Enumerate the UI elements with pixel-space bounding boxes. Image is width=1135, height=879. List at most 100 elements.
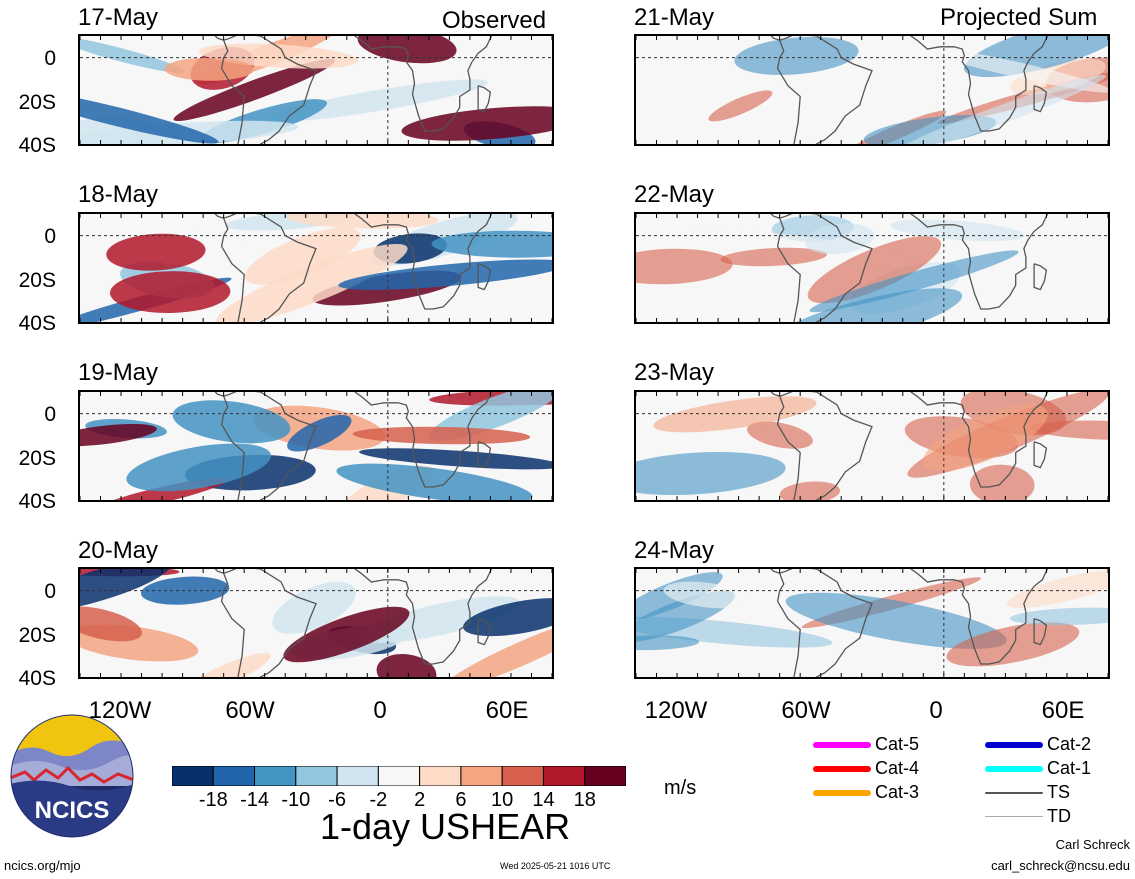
shear-anomaly-blob <box>358 596 520 643</box>
shear-anomaly-blob <box>888 74 1106 144</box>
shear-anomaly-blob <box>357 36 457 64</box>
shear-anomaly-blob <box>80 423 157 447</box>
shear-anomaly-blob <box>80 36 185 73</box>
shear-anomaly-blob <box>283 606 410 663</box>
coastline <box>477 441 492 469</box>
colorbar <box>171 765 627 787</box>
shear-anomaly-blob <box>287 414 352 452</box>
legend-swatch <box>985 792 1043 794</box>
lon-label-60w: 60W <box>781 697 831 724</box>
footer-timestamp: Wed 2025-05-21 1016 UTC <box>500 861 611 871</box>
lon-label-0: 0 <box>929 697 943 724</box>
shear-anomaly-blob <box>1010 607 1108 626</box>
coastline <box>770 214 780 219</box>
lon-label-60w: 60W <box>225 697 275 724</box>
panel-date-label: 22-May <box>634 181 715 208</box>
lon-label-120w: 120W <box>88 697 152 724</box>
coastline <box>214 392 224 397</box>
colorbar-tick-label: 14 <box>532 789 555 811</box>
footer-email: carl_schreck@ncsu.edu <box>991 858 1130 873</box>
shear-anomaly-blob <box>636 248 733 285</box>
colorbar-swatch <box>254 765 297 787</box>
coastline <box>1033 263 1048 291</box>
coastline <box>214 36 224 41</box>
colorbar-tick-label: 18 <box>573 789 596 811</box>
legend-label: Cat-5 <box>875 734 920 754</box>
colorbar-tick-label: -14 <box>240 789 269 811</box>
shear-anomaly-blob <box>80 606 142 642</box>
panel-date-label: 18-May <box>78 181 159 208</box>
shear-anomaly-blob <box>785 592 1007 649</box>
shear-anomaly-blob <box>807 236 942 304</box>
shear-anomaly-blob <box>463 598 552 637</box>
panel-date-label: 24-May <box>634 537 715 564</box>
units-label: m/s <box>664 777 697 799</box>
lon-label-120w: 120W <box>644 697 708 724</box>
shear-anomaly-blob <box>442 616 552 677</box>
colorbar-swatch <box>501 765 544 787</box>
map-panel <box>78 212 554 324</box>
colorbar-swatch <box>584 765 627 787</box>
shear-anomaly-blob <box>172 400 291 444</box>
shear-anomaly-blob <box>338 259 552 290</box>
map-panel <box>634 34 1110 146</box>
coastline <box>1033 85 1048 113</box>
lat-label-40s: 40S <box>18 667 56 690</box>
shear-anomaly-blob <box>173 58 336 122</box>
panel-date-label: 19-May <box>78 359 159 386</box>
shear-anomaly-blob <box>164 57 255 81</box>
footer-author: Carl Schreck <box>1055 837 1130 852</box>
coastline <box>477 618 492 646</box>
coastline <box>910 392 1049 488</box>
shear-anomaly-blob <box>80 569 172 612</box>
colorbar-swatch <box>377 765 421 787</box>
colorbar-swatch <box>460 765 503 787</box>
coastline <box>910 214 1049 310</box>
shear-anomaly-blob <box>1030 420 1108 440</box>
legend-swatch <box>985 766 1043 772</box>
chart-title: 1-day USHEAR <box>320 806 571 847</box>
panel-date-label: 20-May <box>78 537 159 564</box>
lat-label-40s: 40S <box>18 312 56 335</box>
coastline <box>1033 618 1048 646</box>
lat-label-40s: 40S <box>18 134 56 157</box>
shear-anomaly-blob <box>245 227 361 285</box>
lon-label-0: 0 <box>373 697 387 724</box>
shear-anomaly-blob <box>80 89 219 144</box>
shear-anomaly-blob <box>663 581 748 609</box>
shear-anomaly-blob <box>267 79 488 122</box>
projected-title: Projected Sum <box>940 4 1098 31</box>
shear-anomaly-blob <box>1006 569 1108 608</box>
shear-anomaly-blob <box>216 243 408 322</box>
shear-anomaly-blob <box>336 463 533 500</box>
legend-swatch <box>813 766 871 772</box>
observed-title: Observed <box>442 7 547 34</box>
shear-anomaly-blob <box>352 426 531 445</box>
legend-label: Cat-2 <box>1047 734 1092 754</box>
shear-anomaly-blob <box>708 90 773 122</box>
map-panel <box>634 567 1110 679</box>
map-panel <box>78 567 554 679</box>
coastline <box>477 263 492 291</box>
colorbar-swatch <box>295 765 338 787</box>
coastline <box>770 392 780 397</box>
legend-label: Cat-3 <box>875 782 920 802</box>
coastline <box>1033 441 1048 469</box>
colorbar-swatch <box>212 765 256 787</box>
map-panel <box>634 390 1110 502</box>
shear-anomaly-blob <box>923 47 1108 93</box>
panel-date-label: 23-May <box>634 359 715 386</box>
legend-label: TS <box>1047 782 1071 802</box>
lon-label-60e: 60E <box>485 697 529 724</box>
shear-anomaly-blob <box>653 396 817 433</box>
coastline <box>477 85 492 113</box>
map-panel <box>78 390 554 502</box>
shear-anomaly-blob <box>922 404 1048 472</box>
colorbar-tick-label: 2 <box>414 789 426 811</box>
lon-label-60e: 60E <box>1041 697 1085 724</box>
shear-anomaly-blob <box>809 250 1019 313</box>
shear-anomaly-blob <box>106 233 206 271</box>
panel-date-label: 21-May <box>634 4 715 31</box>
shear-anomaly-blob <box>140 576 230 605</box>
shear-anomaly-blob <box>747 421 813 449</box>
